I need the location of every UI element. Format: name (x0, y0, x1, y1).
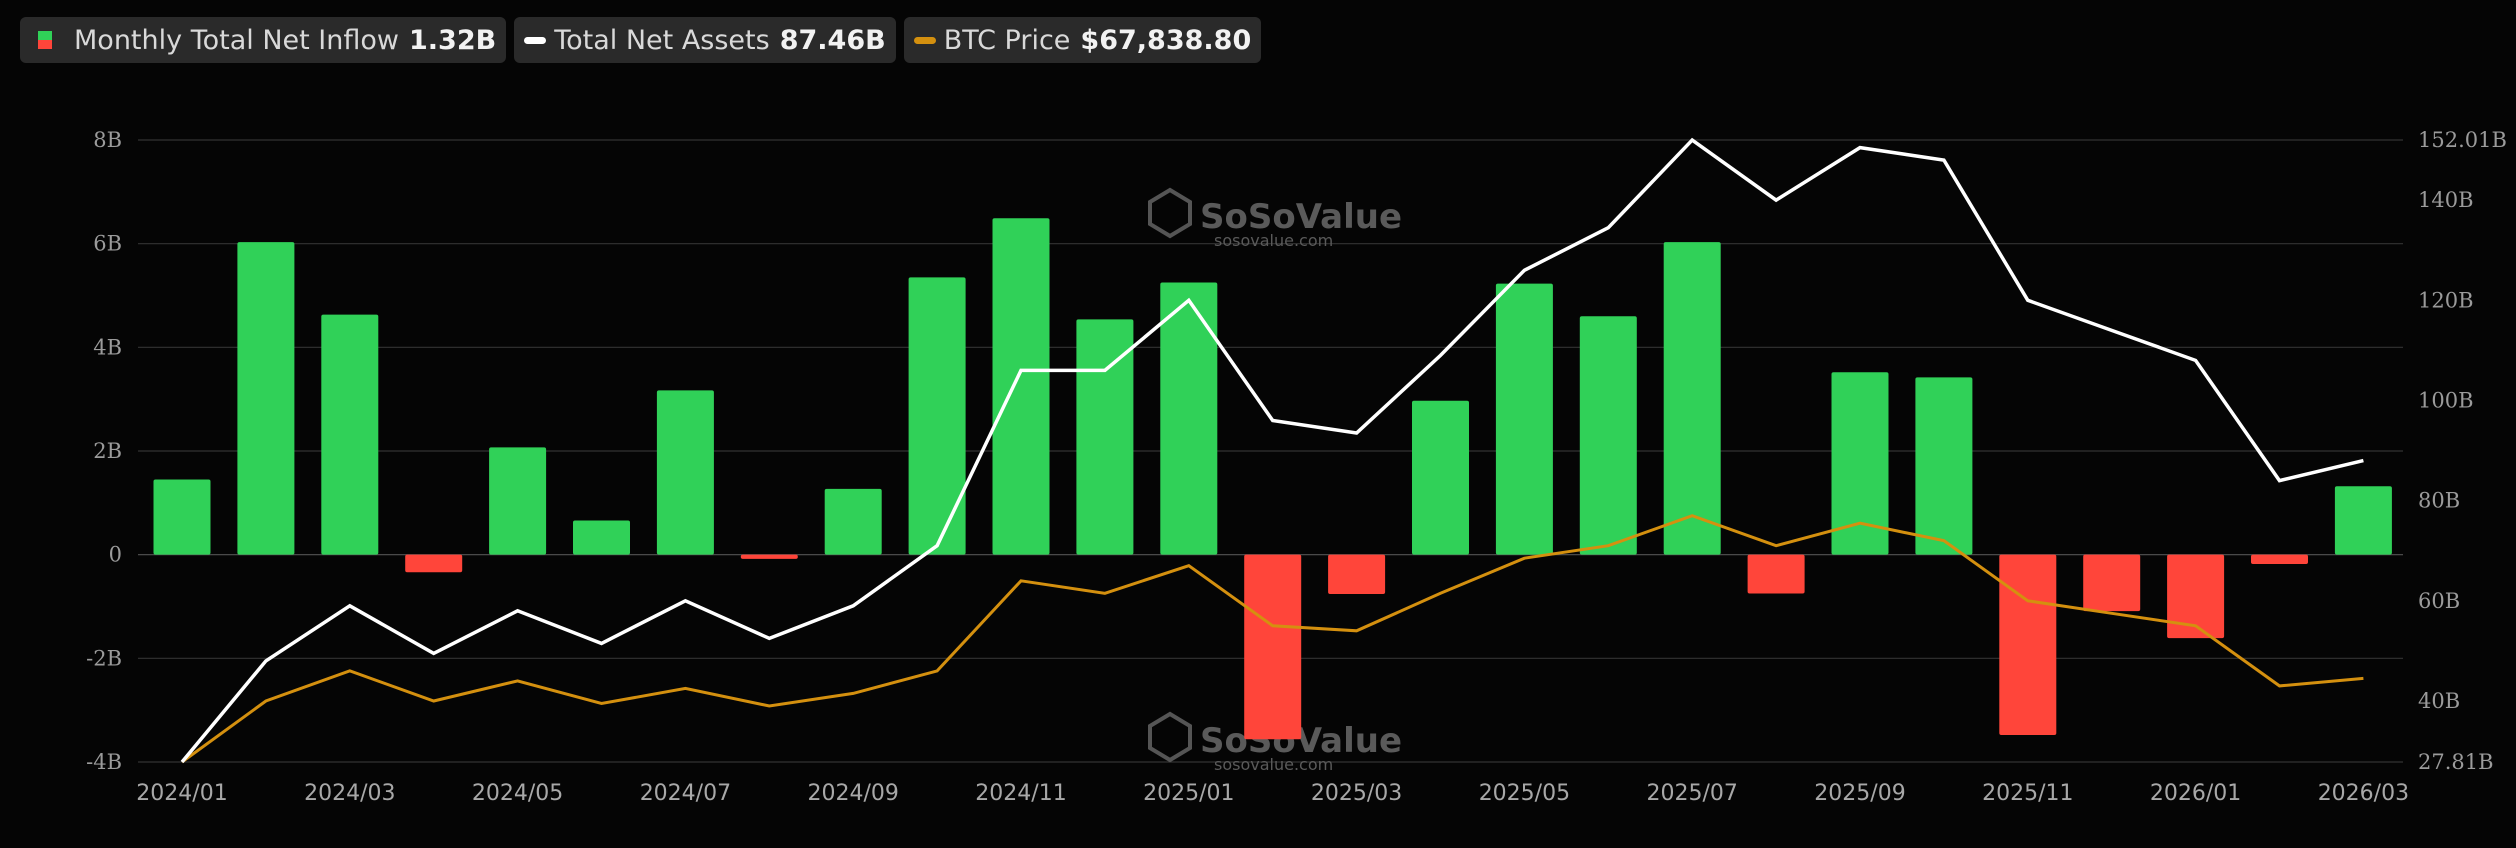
inflow-bar (1915, 377, 1973, 555)
inflow-bar (740, 554, 798, 559)
x-tick-label: 2025/03 (1311, 781, 1402, 806)
y-left-tick-label: 6B (93, 232, 122, 256)
x-tick-label: 2024/05 (472, 781, 563, 806)
inflow-bar (489, 447, 547, 555)
legend-value-total-net-assets: 87.46B (779, 24, 886, 56)
legend-item-total-net-assets[interactable]: Total Net Assets 87.46B (514, 17, 896, 63)
left-axis: 8B 6B 4B 2B 0 -2B -4B (86, 128, 122, 774)
x-tick-label: 2026/03 (2318, 781, 2409, 806)
legend: Monthly Total Net Inflow 1.32B Total Net… (20, 17, 1262, 63)
inflow-bar (1495, 283, 1553, 555)
y-left-tick-label: -2B (86, 646, 122, 670)
inflow-bar (1244, 554, 1302, 740)
inflow-bar (1076, 319, 1134, 555)
watermark-logo-icon (1148, 187, 1192, 239)
y-right-tick-label: 120B (2418, 288, 2474, 312)
x-tick-label: 2025/05 (1479, 781, 1570, 806)
x-axis: 2024/01 2024/03 2024/05 2024/07 2024/09 2024/… (136, 781, 2409, 806)
bar-swatch-icon (38, 31, 52, 49)
inflow-bar (656, 390, 714, 555)
y-right-tick-label: 140B (2418, 188, 2474, 212)
x-tick-label: 2024/01 (136, 781, 227, 806)
y-left-tick-label: 2B (93, 439, 122, 463)
inflow-bar (1999, 554, 2057, 736)
inflow-bar (573, 520, 630, 555)
x-tick-label: 2024/11 (975, 781, 1066, 806)
legend-value-btc-price: $67,838.80 (1080, 24, 1252, 56)
x-tick-label: 2026/01 (2150, 781, 2241, 806)
watermark-url: sosovalue.com (1214, 231, 1333, 250)
y-right-tick-label: 60B (2418, 589, 2460, 613)
x-tick-label: 2024/09 (807, 781, 898, 806)
inflow-bar (1663, 242, 1721, 555)
watermarks: SoSoValuesosovalue.comSoSoValuesosovalue… (1148, 187, 1402, 774)
inflow-bar (908, 277, 966, 555)
inflow-bar (321, 314, 379, 555)
btc-price-line (181, 514, 2364, 764)
series-lines (180, 137, 2364, 764)
total-net-assets-line (180, 137, 2364, 764)
legend-label-total-net-assets: Total Net Assets (554, 24, 770, 56)
legend-label-net-inflow: Monthly Total Net Inflow (74, 24, 399, 56)
y-left-tick-label: 0 (109, 543, 122, 567)
y-right-tick-label: 27.81B (2418, 750, 2494, 774)
inflow-bar (405, 554, 463, 573)
y-right-tick-label: 40B (2418, 689, 2460, 713)
x-tick-label: 2024/03 (304, 781, 395, 806)
x-tick-label: 2024/07 (640, 781, 731, 806)
legend-value-net-inflow: 1.32B (409, 24, 497, 56)
y-left-tick-label: -4B (86, 750, 122, 774)
inflow-bar (2334, 486, 2392, 555)
line-swatch-icon (913, 36, 936, 44)
inflow-bar (1328, 554, 1386, 595)
y-left-tick-label: 4B (93, 335, 122, 359)
inflow-bar (1412, 400, 1469, 555)
inflow-bar (1160, 282, 1218, 555)
x-tick-label: 2025/11 (1982, 781, 2073, 806)
inflow-bar (153, 479, 211, 555)
inflow-bar (2167, 554, 2225, 639)
inflow-bar (237, 242, 295, 555)
y-left-tick-label: 8B (93, 128, 122, 152)
y-right-tick-label: 80B (2418, 489, 2460, 513)
inflow-bar (2083, 554, 2141, 612)
inflow-bar (824, 488, 882, 555)
inflow-bar (1747, 554, 1805, 594)
watermark-brand: SoSoValue (1200, 197, 1402, 237)
legend-item-net-inflow[interactable]: Monthly Total Net Inflow 1.32B (20, 17, 507, 63)
x-tick-label: 2025/07 (1646, 781, 1737, 806)
legend-item-btc-price[interactable]: BTC Price $67,838.80 (903, 17, 1262, 63)
right-axis: 152.01B 140B 120B 100B 80B 60B 40B 27.81B (2418, 128, 2507, 774)
watermark-url: sosovalue.com (1214, 755, 1333, 774)
inflow-bar (1831, 372, 1889, 555)
y-right-tick-label: 152.01B (2418, 128, 2507, 152)
inflow-bar (992, 218, 1050, 555)
inflow-bars (153, 218, 2392, 740)
x-tick-label: 2025/09 (1814, 781, 1905, 806)
inflow-bar (2251, 554, 2308, 564)
x-tick-label: 2025/01 (1143, 781, 1234, 806)
y-right-tick-label: 100B (2418, 388, 2474, 412)
watermark-logo-icon (1148, 711, 1192, 763)
inflow-bar (1579, 316, 1637, 555)
legend-label-btc-price: BTC Price (943, 24, 1071, 56)
line-swatch-icon (524, 36, 547, 44)
